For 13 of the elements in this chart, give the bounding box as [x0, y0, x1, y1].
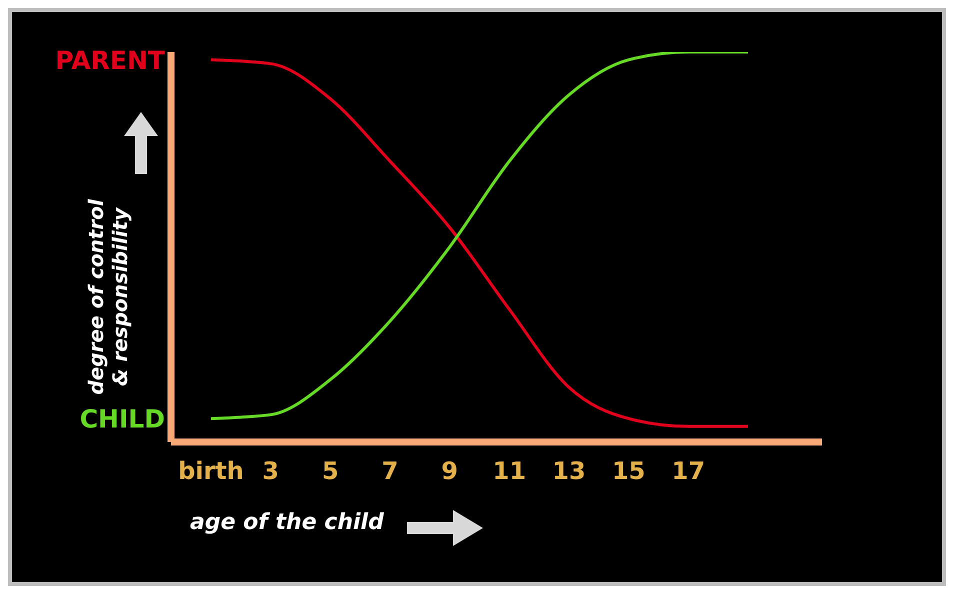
x-tick-label: birth: [178, 457, 244, 486]
x-tick-label: 13: [552, 457, 586, 486]
x-tick-label: 11: [492, 457, 526, 486]
series-label: CHILD: [80, 404, 165, 434]
series-label: PARENT: [55, 46, 165, 75]
x-tick-label: 5: [322, 457, 339, 486]
x-tick-label: 17: [672, 457, 706, 486]
x-axis-title: age of the child: [190, 510, 384, 535]
x-tick-label: 15: [612, 457, 646, 486]
x-tick-label: 7: [382, 457, 398, 486]
x-tick-label: 9: [441, 457, 458, 486]
y-axis-title: degree of control & responsibility: [84, 199, 132, 395]
x-tick-label: 3: [262, 457, 279, 486]
